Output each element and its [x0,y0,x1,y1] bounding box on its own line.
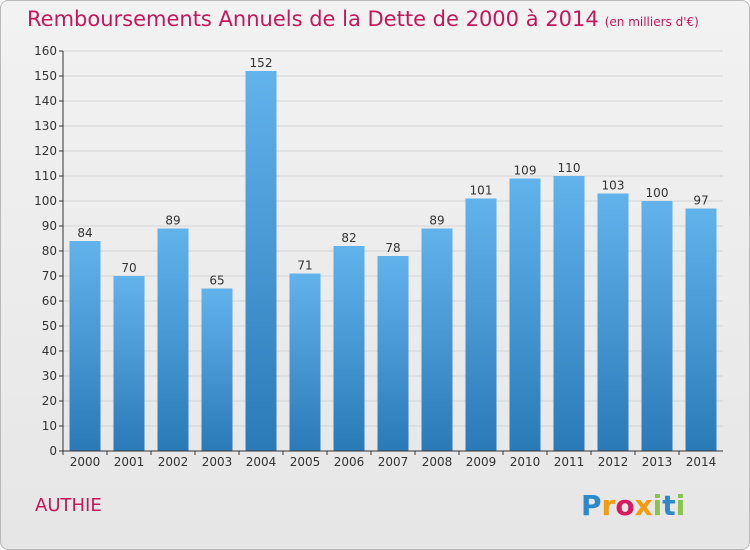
y-tick-label: 40 [42,344,57,358]
bar [245,71,277,451]
y-tick-label: 130 [34,119,57,133]
commune-name: AUTHIE [35,495,102,516]
data-label: 152 [250,56,273,70]
data-label: 110 [558,161,581,175]
y-tick-label: 150 [34,69,57,83]
y-tick-label: 50 [42,319,57,333]
y-tick-label: 30 [42,369,57,383]
x-tick-label: 2002 [158,455,189,469]
chart-title-text: Remboursements Annuels de la Dette de 20… [27,7,599,31]
y-tick-label: 80 [42,244,57,258]
bar [333,246,365,451]
data-label: 97 [693,194,708,208]
bars [69,71,717,451]
x-tick-label: 2007 [378,455,409,469]
data-label: 89 [165,214,180,228]
x-tick-label: 2014 [686,455,717,469]
data-label: 101 [470,184,493,198]
y-tick-label: 100 [34,194,57,208]
x-tick-label: 2012 [598,455,629,469]
data-label: 78 [385,241,400,255]
x-tick-label: 2013 [642,455,673,469]
x-tick-label: 2011 [554,455,585,469]
chart-title: Remboursements Annuels de la Dette de 20… [27,7,699,31]
chart-unit: (en milliers d'€) [604,15,699,29]
x-tick-label: 2000 [70,455,101,469]
y-tick-label: 60 [42,294,57,308]
data-label: 89 [429,214,444,228]
y-tick-label: 70 [42,269,57,283]
proxiti-logo: Proxiti [581,489,685,522]
y-tick-label: 160 [34,44,57,58]
x-tick-label: 2001 [114,455,145,469]
bar [597,193,629,451]
bar [289,273,321,451]
data-label: 109 [514,164,537,178]
bar [377,256,409,451]
data-label: 84 [77,226,92,240]
x-tick-label: 2009 [466,455,497,469]
data-label: 100 [646,186,669,200]
bar [113,276,145,451]
bar [421,228,453,451]
y-tick-label: 10 [42,419,57,433]
data-label: 71 [297,259,312,273]
data-label: 103 [602,179,625,193]
data-label: 82 [341,231,356,245]
x-tick-label: 2004 [246,455,277,469]
y-tick-label: 0 [49,444,57,458]
x-tick-label: 2010 [510,455,541,469]
bar [157,228,189,451]
logo-letter: r [601,489,616,522]
logo-letter: x [634,489,653,522]
bar [553,176,585,451]
logo-letter: i [675,489,686,522]
x-tick-label: 2008 [422,455,453,469]
bar [641,201,673,451]
y-tick-label: 140 [34,94,57,108]
logo-letter: i [652,489,663,522]
x-tick-label: 2005 [290,455,321,469]
x-tick-label: 2003 [202,455,233,469]
data-label: 65 [209,274,224,288]
logo-letter: o [615,489,635,522]
y-tick-label: 20 [42,394,57,408]
bar [465,198,497,451]
bar [69,241,101,451]
x-tick-label: 2006 [334,455,365,469]
logo-letter: P [581,489,602,522]
y-tick-label: 90 [42,219,57,233]
axes: 0 10 20 30 40 50 60 70 80 90 100 110 120 130 140 150 160… [34,44,723,469]
bar [201,288,233,451]
data-label: 70 [121,261,136,275]
logo-letter: t [662,489,676,522]
data-labels: 84 70 89 65 152 71 82 78 89 101 109 110 103 100 97 [77,56,708,288]
y-tick-label: 120 [34,144,57,158]
bar [685,208,717,451]
bar [509,178,541,451]
y-tick-label: 110 [34,169,57,183]
